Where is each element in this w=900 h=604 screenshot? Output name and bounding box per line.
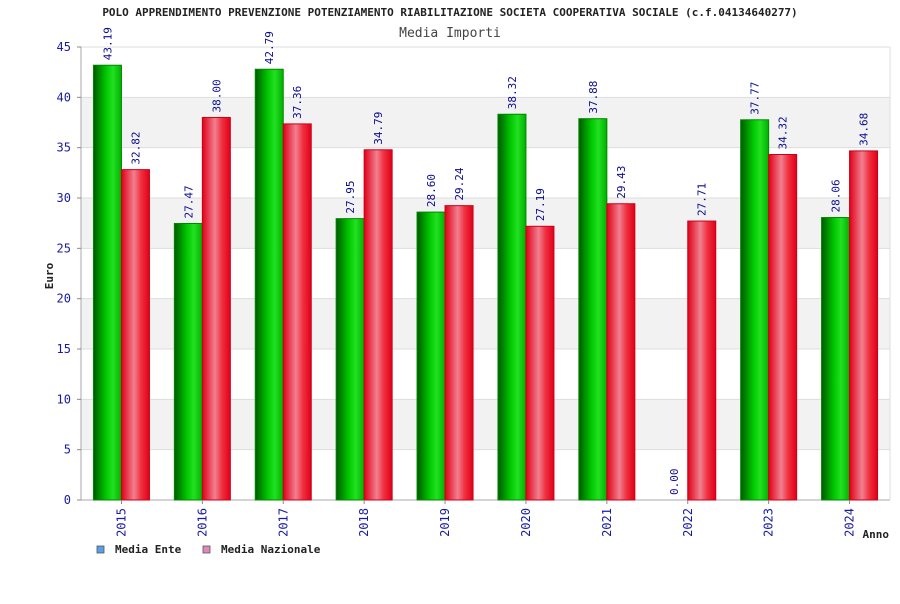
legend-swatch-media-ente [96,545,105,554]
x-axis-label: Anno [863,528,890,541]
value-labels: 43.19 32.82 27.47 38.00 42.79 37.36 27.95 34.79… [101,27,870,495]
legend: Media Ente Media Nazionale [96,543,321,556]
value-label-media-nazionale-2021: 29.43 [615,166,628,199]
bar-media-nazionale-2022 [687,220,717,501]
x-tick-label-2020: 2020 [519,508,533,537]
value-label-media-nazionale-2016: 38.00 [210,79,223,112]
y-tick-label: 40 [57,90,71,104]
bar-media-ente-2021 [578,118,608,501]
value-label-media-nazionale-2023: 34.32 [777,116,790,149]
y-tick-label: 30 [57,191,71,205]
value-label-media-ente-2023: 37.77 [749,82,762,115]
value-label-media-ente-2018: 27.95 [344,181,357,214]
x-tick-label-2015: 2015 [114,508,128,537]
value-label-media-ente-2019: 28.60 [425,174,438,207]
y-axis-label: Euro [43,262,56,289]
y-tick-label: 45 [57,40,71,54]
value-label-media-nazionale-2024: 34.68 [858,113,871,146]
x-tick-label-2017: 2017 [276,508,290,537]
chart-subtitle: Media Importi [399,26,501,41]
value-label-media-ente-2022: 0.00 [668,469,681,496]
y-tick-label: 25 [57,241,71,255]
bar-media-ente-2019 [416,211,446,501]
value-label-media-ente-2020: 38.32 [506,76,519,109]
bar-media-nazionale-2017 [282,123,312,501]
value-label-media-nazionale-2017: 37.36 [291,86,304,119]
bar-media-ente-2015 [92,64,122,501]
bar-media-nazionale-2023 [768,154,798,501]
x-tick-label-2021: 2021 [600,508,614,537]
x-tick-label-2016: 2016 [195,508,209,537]
legend-label-media-nazionale: Media Nazionale [221,543,321,556]
bar-media-nazionale-2018 [363,149,393,501]
value-label-media-ente-2017: 42.79 [263,31,276,64]
value-label-media-nazionale-2015: 32.82 [129,131,142,164]
y-tick-label: 20 [57,292,71,306]
value-label-media-ente-2024: 28.06 [830,179,843,212]
value-label-media-ente-2015: 43.19 [101,27,114,60]
y-tick-label: 5 [64,443,71,457]
y-axis-ticks: 0 5 10 15 20 25 30 35 40 45 [57,40,81,507]
bar-media-ente-2017 [254,68,284,501]
value-label-media-nazionale-2020: 27.19 [534,188,547,221]
bar-media-nazionale-2016 [201,116,231,501]
legend-swatch-media-nazionale [202,545,211,554]
chart-title: POLO APPRENDIMENTO PREVENZIONE POTENZIAM… [102,6,797,19]
y-tick-label: 0 [64,493,71,507]
bar-media-ente-2020 [497,113,527,501]
x-tick-label-2024: 2024 [843,508,857,537]
value-label-media-ente-2016: 27.47 [182,185,195,218]
x-axis-ticks: 2015 2016 2017 2018 2019 2020 2021 2022 2023 2024 [114,500,857,537]
x-tick-label-2023: 2023 [762,508,776,537]
x-tick-label-2022: 2022 [681,508,695,537]
y-tick-label: 35 [57,141,71,155]
value-label-media-nazionale-2019: 29.24 [453,167,466,200]
value-label-media-nazionale-2022: 27.71 [696,183,709,216]
bar-media-nazionale-2015 [120,169,150,501]
bar-media-ente-2024 [821,217,851,501]
legend-label-media-ente: Media Ente [115,543,182,556]
bar-media-nazionale-2024 [849,150,879,501]
bar-media-ente-2018 [335,218,365,501]
bar-media-ente-2016 [173,222,203,501]
bar-media-ente-2023 [740,119,770,501]
bar-media-nazionale-2021 [606,203,636,501]
value-label-media-ente-2021: 37.88 [587,81,600,114]
y-tick-label: 15 [57,342,71,356]
x-tick-label-2019: 2019 [438,508,452,537]
bar-media-nazionale-2019 [444,205,474,501]
value-label-media-nazionale-2018: 34.79 [372,112,385,145]
y-tick-label: 10 [57,392,71,406]
bars [92,64,879,501]
bar-media-nazionale-2020 [525,225,555,501]
x-tick-label-2018: 2018 [357,508,371,537]
